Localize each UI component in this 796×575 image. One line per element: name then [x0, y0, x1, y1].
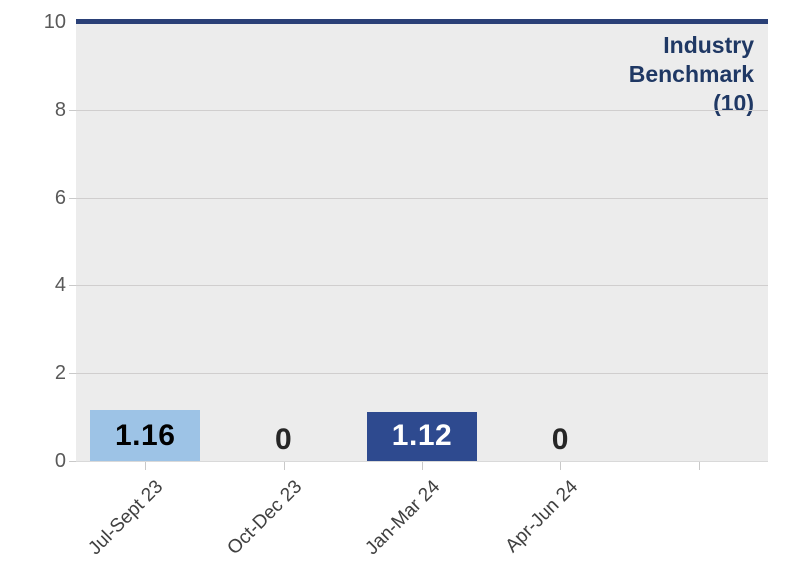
x-axis-label: Jan-Mar 24: [361, 476, 445, 560]
gridline: [76, 109, 768, 111]
benchmark-label-line2: Benchmark: [628, 61, 754, 87]
x-axis-tick: [422, 462, 423, 470]
gridline: [76, 197, 768, 199]
y-axis-tick: [69, 373, 76, 375]
y-axis-tick: [69, 461, 76, 462]
y-axis-tick-label: 2: [54, 362, 66, 385]
bar-value-label: 1.12: [391, 419, 453, 453]
benchmark-label-line1: Industry: [663, 32, 754, 58]
gridline: [76, 285, 768, 287]
x-axis-tick: [145, 462, 147, 470]
x-axis-label: Oct-Dec 23: [222, 476, 306, 560]
y-axis-tick-label: 6: [54, 186, 66, 209]
y-axis-tick-label: 10: [43, 11, 66, 33]
x-axis-label: Apr-Jun 24: [501, 476, 583, 557]
x-axis-tick: [560, 462, 562, 470]
y-axis-tick: [69, 285, 76, 287]
x-axis-tick: [283, 462, 285, 470]
benchmark-label-line3: (10): [713, 90, 754, 116]
y-axis-tick-label: 0: [54, 450, 66, 472]
bar-jul-sept-23: [90, 410, 201, 461]
benchmark-label: Industry Benchmark (10): [629, 31, 754, 118]
y-axis-tick: [69, 197, 76, 199]
benchmark-line: [76, 19, 768, 24]
bar-value-label: 0: [551, 423, 569, 456]
y-axis-tick-label: 4: [54, 274, 66, 297]
x-axis-tick: [698, 462, 700, 470]
bar-jan-mar-24: [367, 411, 477, 461]
x-axis-label: Jul-Sept 23: [84, 476, 168, 560]
y-axis-tick-label: 8: [54, 98, 66, 121]
plot-area: [76, 24, 768, 462]
y-axis-tick: [69, 109, 76, 111]
bar-value-label: 1.16: [114, 418, 176, 452]
bar-value-label: 0: [275, 423, 293, 456]
gridline: [76, 373, 768, 375]
